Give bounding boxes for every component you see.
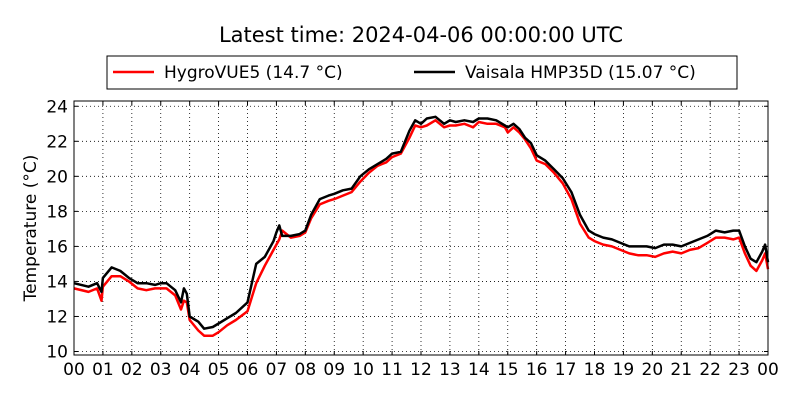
x-tick-label: 11 xyxy=(381,360,403,380)
y-tick-label: 12 xyxy=(46,307,68,327)
legend: HygroVUE5 (14.7 °C) Vaisala HMP35D (15.0… xyxy=(106,55,738,90)
legend-label-hygrovue5: HygroVUE5 (14.7 °C) xyxy=(164,63,343,83)
x-tick-label: 05 xyxy=(208,360,230,380)
chart-title: Latest time: 2024-04-06 00:00:00 UTC xyxy=(219,23,623,47)
x-tick-label: 14 xyxy=(468,360,490,380)
x-tick-label: 03 xyxy=(150,360,172,380)
y-tick-label: 10 xyxy=(46,342,68,362)
x-tick-label: 19 xyxy=(613,360,635,380)
y-axis: 10 12 14 16 18 20 22 24 xyxy=(46,97,768,362)
y-tick-label: 16 xyxy=(46,237,68,257)
x-tick-label: 17 xyxy=(555,360,577,380)
y-axis-label: Temperature (°C) xyxy=(21,155,41,303)
x-tick-label: 21 xyxy=(670,360,692,380)
x-tick-label: 09 xyxy=(323,360,345,380)
series-layer xyxy=(73,115,770,337)
x-tick-label: 01 xyxy=(92,360,114,380)
plot-frame xyxy=(73,100,769,356)
x-tick-label: 23 xyxy=(728,360,750,380)
y-tick-label: 22 xyxy=(46,132,68,152)
x-tick-label: 22 xyxy=(699,360,721,380)
x-tick-label: 13 xyxy=(439,360,461,380)
y-tick-label: 24 xyxy=(46,97,68,117)
x-tick-label: 16 xyxy=(526,360,548,380)
x-tick-label: 07 xyxy=(266,360,288,380)
x-tick-label: 20 xyxy=(642,360,664,380)
x-tick-label: 15 xyxy=(497,360,519,380)
series-line-vaisala xyxy=(73,115,770,330)
y-tick-label: 18 xyxy=(46,202,68,222)
series-line-hygrovue5 xyxy=(73,119,770,337)
x-tick-label: 12 xyxy=(410,360,432,380)
x-tick-label: 00 xyxy=(63,360,85,380)
y-tick-label: 14 xyxy=(46,272,68,292)
x-tick-label: 04 xyxy=(179,360,201,380)
x-tick-label: 10 xyxy=(352,360,374,380)
legend-label-vaisala: Vaisala HMP35D (15.07 °C) xyxy=(465,63,696,83)
x-tick-label: 02 xyxy=(121,360,143,380)
x-tick-label: 18 xyxy=(584,360,606,380)
x-axis: 00 01 02 03 04 05 06 07 08 09 10 11 12 13 14 15 16 17 18 19… xyxy=(63,101,779,380)
x-tick-label: 00 xyxy=(757,360,779,380)
grid xyxy=(74,101,768,355)
x-tick-label: 06 xyxy=(237,360,259,380)
x-tick-label: 08 xyxy=(295,360,317,380)
y-tick-label: 20 xyxy=(46,167,68,187)
